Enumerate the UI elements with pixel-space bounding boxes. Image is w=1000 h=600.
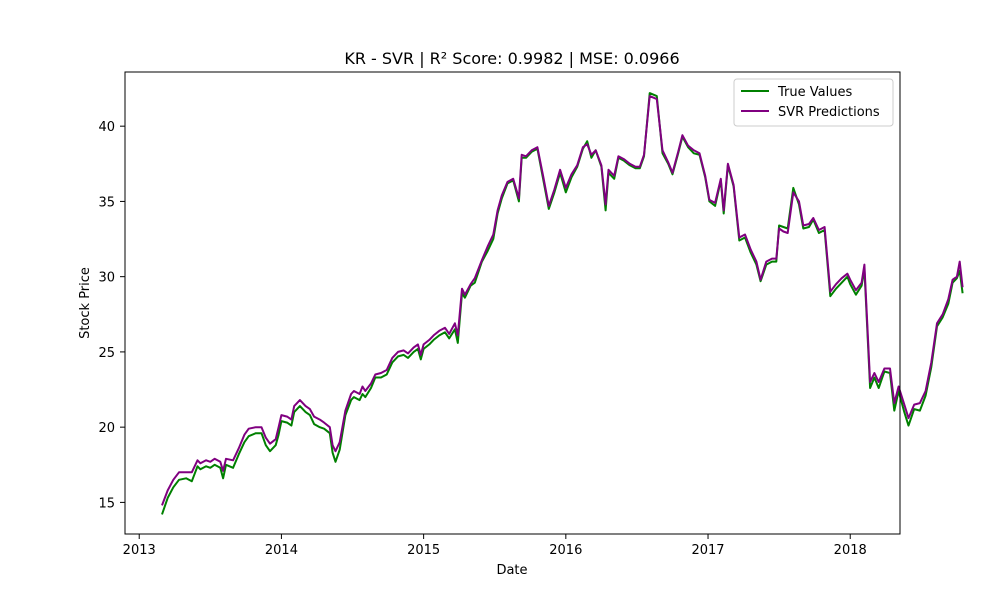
y-tick-label: 20 bbox=[98, 421, 115, 436]
x-tick-label: 2013 bbox=[123, 543, 156, 558]
y-tick-label: 30 bbox=[98, 271, 115, 286]
x-tick-label: 2017 bbox=[691, 543, 724, 558]
legend: True Values SVR Predictions bbox=[733, 78, 894, 127]
chart-title: KR - SVR | R² Score: 0.9982 | MSE: 0.096… bbox=[344, 49, 679, 68]
x-tick-label: 2016 bbox=[549, 543, 582, 558]
x-tick-label: 2014 bbox=[265, 543, 298, 558]
plot-frame bbox=[124, 71, 901, 535]
x-tick-label: 2015 bbox=[407, 543, 440, 558]
y-tick-label: 25 bbox=[98, 346, 115, 361]
y-axis-label: Stock Price bbox=[78, 267, 93, 339]
plot-area bbox=[124, 71, 964, 535]
y-tick-label: 15 bbox=[98, 496, 115, 511]
series-line-svr-predictions bbox=[161, 95, 964, 506]
legend-box bbox=[733, 78, 894, 127]
x-axis-label: Date bbox=[496, 563, 527, 578]
x-axis: 2013 2014 2015 2016 2017 2018 bbox=[123, 534, 867, 558]
y-axis: 15 20 25 30 35 40 bbox=[98, 120, 125, 511]
legend-label-true-values: True Values bbox=[777, 85, 852, 100]
series-layer bbox=[161, 92, 964, 515]
x-tick-label: 2018 bbox=[834, 543, 867, 558]
y-tick-label: 35 bbox=[98, 195, 115, 210]
legend-label-svr-predictions: SVR Predictions bbox=[778, 105, 880, 120]
y-tick-label: 40 bbox=[98, 120, 115, 135]
